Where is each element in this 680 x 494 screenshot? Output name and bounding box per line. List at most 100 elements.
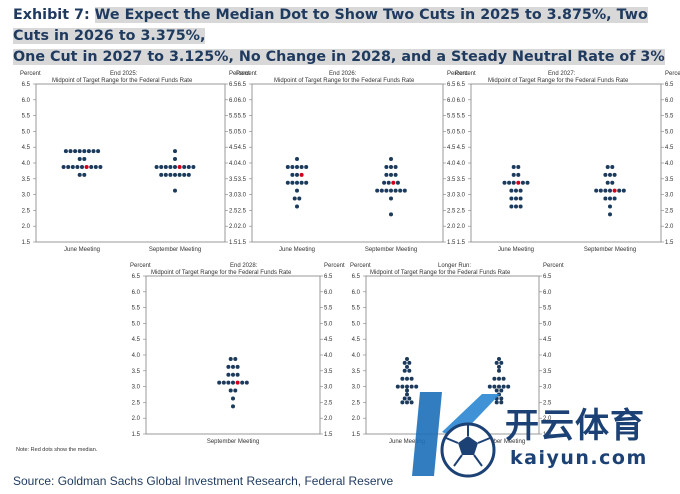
dot bbox=[389, 212, 393, 217]
y-tick-label-left: 6.0 bbox=[457, 98, 466, 104]
dot bbox=[191, 164, 196, 169]
dot bbox=[405, 376, 409, 381]
chart-subtitle: Midpoint of Target Range for the Federal… bbox=[370, 270, 511, 276]
y-tick-label-left: 5.5 bbox=[457, 114, 466, 120]
y-axis-label-left: Percent bbox=[236, 71, 257, 77]
dot bbox=[384, 164, 389, 169]
y-tick-label-left: 3.0 bbox=[238, 193, 247, 199]
dot bbox=[91, 149, 96, 154]
dot bbox=[77, 157, 82, 162]
dot bbox=[173, 188, 177, 193]
chart-subtitle: Midpoint of Target Range for the Federal… bbox=[488, 78, 629, 84]
y-tick-label-right: 5.5 bbox=[324, 306, 333, 312]
y-tick-label-left: 1.5 bbox=[352, 432, 361, 438]
dot bbox=[409, 384, 414, 389]
dot bbox=[221, 380, 226, 385]
y-tick-label-left: 6.5 bbox=[238, 82, 247, 88]
dot bbox=[226, 380, 231, 385]
y-tick-label-left: 4.0 bbox=[352, 353, 361, 359]
chart-panel-2: Percent Percent End 2026:Midpoint of Targe… bbox=[236, 71, 468, 253]
y-tick-label-right: 3.5 bbox=[665, 177, 674, 183]
y-tick-label-left: 6.5 bbox=[22, 82, 31, 88]
dot bbox=[507, 180, 512, 185]
y-tick-label-left: 1.5 bbox=[132, 432, 141, 438]
dot bbox=[497, 364, 501, 369]
dot bbox=[61, 164, 66, 169]
y-tick-label-right: 3.5 bbox=[229, 177, 238, 183]
dot bbox=[231, 372, 235, 377]
dot bbox=[375, 188, 380, 193]
dot bbox=[299, 180, 304, 185]
dot bbox=[77, 149, 82, 154]
chart-subtitle: Midpoint of Target Range for the Federal… bbox=[52, 78, 193, 84]
dot bbox=[297, 196, 302, 201]
y-tick-label-left: 5.0 bbox=[238, 129, 247, 135]
dot bbox=[395, 180, 400, 185]
dot bbox=[502, 180, 507, 185]
dot bbox=[89, 164, 94, 169]
dot bbox=[379, 188, 384, 193]
dot bbox=[240, 380, 245, 385]
dot bbox=[395, 384, 400, 389]
dot bbox=[231, 396, 235, 401]
chart-title: End 2028: bbox=[230, 263, 258, 269]
y-tick-label-right: 5.0 bbox=[665, 129, 674, 135]
y-tick-label-right: 3.0 bbox=[229, 193, 238, 199]
plot-frame bbox=[470, 83, 662, 243]
plot-frame bbox=[35, 83, 226, 243]
median-dot bbox=[299, 172, 304, 177]
dot bbox=[244, 380, 249, 385]
y-tick-label-right: 1.5 bbox=[324, 432, 333, 438]
dot bbox=[499, 388, 504, 393]
x-category-label: September Meeting bbox=[473, 439, 525, 445]
dot bbox=[393, 164, 398, 169]
chart-title: End 2027: bbox=[548, 71, 576, 77]
y-tick-label-right: 5.5 bbox=[665, 114, 674, 120]
dot bbox=[163, 164, 168, 169]
y-tick-label-left: 4.0 bbox=[132, 353, 141, 359]
y-tick-label-left: 2.0 bbox=[22, 224, 31, 230]
dot bbox=[75, 164, 80, 169]
dot bbox=[389, 196, 393, 201]
dot bbox=[290, 172, 295, 177]
dot bbox=[393, 172, 398, 177]
dot bbox=[487, 384, 492, 389]
dot bbox=[405, 384, 409, 389]
y-tick-label-left: 5.0 bbox=[457, 129, 466, 135]
y-tick-label-right: 5.5 bbox=[229, 114, 238, 120]
dot bbox=[514, 204, 518, 209]
dot bbox=[384, 188, 389, 193]
dot bbox=[497, 368, 501, 373]
dot bbox=[516, 164, 521, 169]
dot bbox=[506, 384, 511, 389]
median-dot bbox=[84, 164, 89, 169]
y-tick-label-right: 6.5 bbox=[665, 82, 674, 88]
y-axis-label-right: Percent bbox=[665, 71, 680, 77]
dot bbox=[389, 164, 393, 169]
dot bbox=[621, 188, 626, 193]
y-tick-label-right: 4.5 bbox=[543, 337, 552, 343]
y-tick-label-left: 3.5 bbox=[457, 177, 466, 183]
dot bbox=[163, 172, 168, 177]
dot bbox=[68, 149, 73, 154]
y-axis-label-right: Percent bbox=[447, 71, 468, 77]
y-axis-label-left: Percent bbox=[350, 263, 371, 269]
dot bbox=[525, 180, 530, 185]
dot bbox=[518, 196, 523, 201]
y-axis-label-left: Percent bbox=[455, 71, 476, 77]
dot bbox=[80, 164, 84, 169]
chart-panel-1: Percent Percent End 2025:Midpoint of Targe… bbox=[20, 71, 250, 253]
dot bbox=[173, 157, 177, 162]
y-tick-label-right: 6.5 bbox=[229, 82, 238, 88]
dot bbox=[295, 204, 299, 209]
dot bbox=[233, 356, 238, 361]
source-text: Source: Goldman Sachs Global Investment … bbox=[13, 474, 394, 488]
dot bbox=[516, 172, 521, 177]
dot bbox=[400, 384, 405, 389]
dot bbox=[509, 188, 514, 193]
dot bbox=[393, 188, 398, 193]
y-tick-label-left: 1.5 bbox=[238, 240, 247, 246]
y-tick-label-right: 6.5 bbox=[447, 82, 456, 88]
y-tick-label-left: 5.5 bbox=[238, 114, 247, 120]
